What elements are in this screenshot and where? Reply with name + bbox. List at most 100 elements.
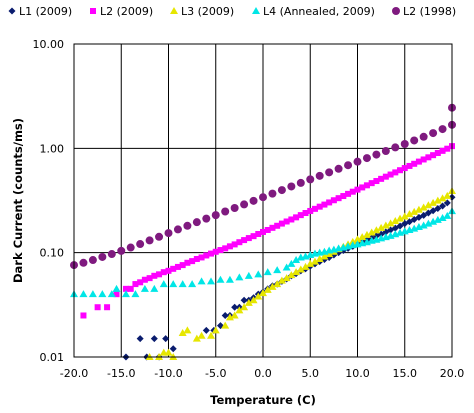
data-point — [217, 247, 224, 254]
data-point — [401, 165, 408, 172]
data-point — [192, 218, 201, 227]
data-point — [104, 304, 111, 311]
data-point — [79, 290, 88, 298]
data-point — [439, 202, 447, 210]
data-point — [249, 296, 258, 304]
data-point — [254, 292, 263, 300]
x-tick-label: 5.0 — [302, 367, 320, 380]
data-point — [292, 256, 301, 264]
data-point — [315, 254, 324, 262]
data-point — [325, 250, 334, 258]
data-point — [344, 161, 353, 170]
legend-marker — [90, 8, 96, 14]
legend-label: L3 (2009) — [181, 5, 234, 18]
legend-marker — [392, 7, 400, 15]
data-point — [424, 201, 433, 209]
data-point — [151, 272, 158, 279]
data-point — [340, 193, 347, 200]
data-point — [107, 290, 116, 298]
data-point — [302, 209, 309, 216]
data-point — [169, 345, 177, 353]
data-point — [236, 239, 243, 246]
data-point — [438, 125, 447, 134]
data-point — [160, 269, 167, 276]
data-point — [162, 335, 170, 343]
data-point — [255, 230, 262, 237]
data-point — [387, 171, 394, 178]
data-point — [240, 303, 249, 311]
data-point — [326, 199, 333, 206]
data-point — [164, 229, 173, 238]
data-point — [146, 275, 153, 282]
data-point — [345, 190, 352, 197]
data-point — [178, 328, 187, 336]
data-point — [173, 225, 182, 234]
data-point — [112, 284, 121, 292]
data-point — [424, 219, 433, 227]
data-point — [192, 334, 201, 342]
data-point — [88, 290, 97, 298]
data-point — [434, 150, 441, 157]
y-axis-title: Dark Current (counts/ms) — [11, 118, 25, 283]
legend-label: L4 (Annealed, 2009) — [263, 5, 375, 18]
legend-entry: L2 (1998) — [392, 5, 456, 18]
data-point — [230, 311, 239, 319]
data-point — [98, 290, 107, 298]
data-point — [396, 222, 404, 230]
data-point — [156, 271, 163, 278]
data-point — [121, 290, 130, 298]
data-point — [137, 279, 144, 286]
data-point — [325, 168, 334, 177]
data-point — [127, 285, 134, 292]
data-point — [320, 252, 329, 260]
data-point — [311, 205, 318, 212]
legend-marker — [252, 7, 260, 14]
data-point — [211, 211, 220, 220]
data-point — [433, 196, 442, 204]
data-point — [306, 175, 315, 184]
data-point — [197, 277, 206, 285]
series-3 — [145, 186, 456, 360]
data-point — [438, 213, 447, 221]
data-point — [197, 331, 206, 339]
data-point — [278, 220, 285, 227]
data-point — [178, 280, 187, 288]
data-point — [425, 154, 432, 161]
data-point — [132, 281, 139, 288]
data-point — [145, 236, 154, 245]
data-point — [212, 248, 219, 255]
data-point — [183, 221, 192, 230]
data-point — [249, 196, 258, 205]
data-point — [240, 296, 248, 304]
data-point — [268, 189, 277, 198]
data-point — [207, 331, 216, 339]
data-point — [372, 150, 381, 159]
data-point — [193, 255, 200, 262]
data-point — [245, 235, 252, 242]
y-tick-label: 0.10 — [40, 247, 65, 260]
data-point — [183, 326, 192, 334]
data-point — [321, 201, 328, 208]
data-point — [381, 147, 390, 156]
x-tick-label: -10.0 — [154, 367, 182, 380]
data-point — [136, 240, 145, 249]
data-point — [433, 215, 442, 223]
series-4 — [70, 207, 456, 298]
data-point — [273, 280, 282, 288]
data-point — [169, 280, 178, 288]
data-point — [429, 129, 438, 138]
data-point — [288, 216, 295, 223]
x-tick-label: 15.0 — [393, 367, 418, 380]
data-point — [438, 194, 447, 202]
data-point — [410, 207, 419, 215]
data-point — [334, 164, 343, 173]
data-point — [372, 226, 381, 234]
legend-entry: L4 (Annealed, 2009) — [252, 5, 375, 18]
data-point — [140, 284, 149, 292]
data-point — [131, 290, 140, 298]
data-point — [367, 228, 376, 236]
data-series — [70, 103, 456, 361]
legend-entry: L2 (2009) — [90, 5, 153, 18]
data-point — [283, 218, 290, 225]
data-point — [429, 198, 438, 206]
